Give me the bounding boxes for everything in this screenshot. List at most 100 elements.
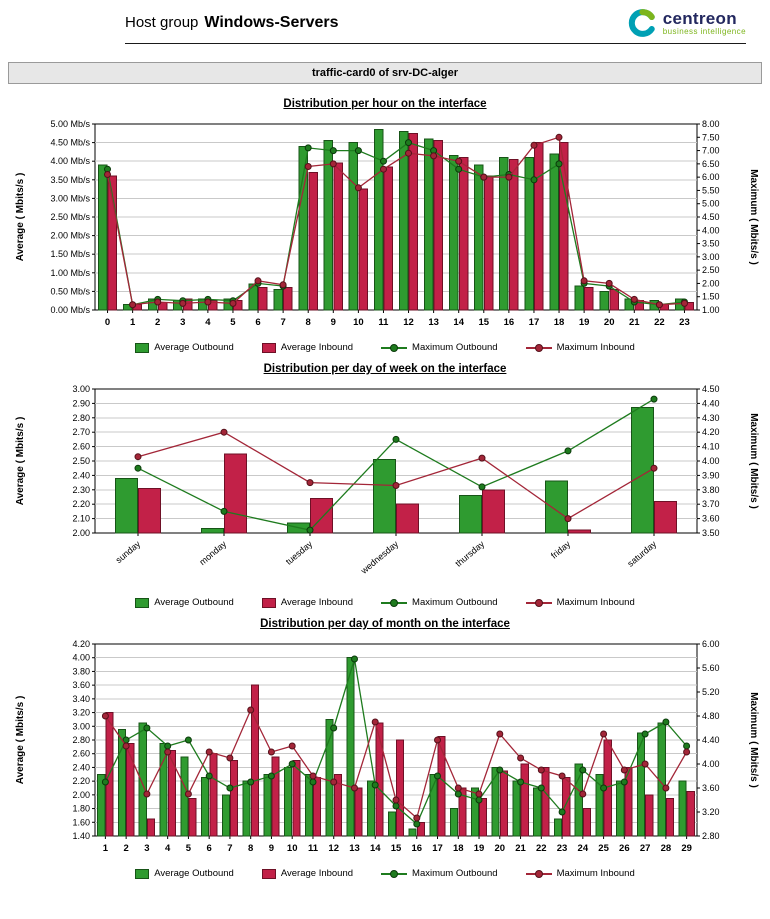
line-max_out xyxy=(101,655,691,828)
svg-text:6.50: 6.50 xyxy=(702,159,720,169)
svg-text:4.20: 4.20 xyxy=(702,427,720,437)
legend-max-outbound: Maximum Outbound xyxy=(381,342,498,353)
marker-max_in xyxy=(605,279,613,287)
logo-tagline: business intelligence xyxy=(662,26,746,36)
bar-avg_in xyxy=(534,142,544,311)
marker-max_out xyxy=(371,781,379,789)
marker-max_in xyxy=(517,754,525,762)
bar-avg_out xyxy=(458,495,482,534)
chart-title-weekly: Distribution per day of week on the inte… xyxy=(263,363,507,375)
svg-text:2.80: 2.80 xyxy=(702,831,720,841)
marker-max_in xyxy=(254,277,262,285)
marker-max_out xyxy=(537,784,545,792)
svg-text:8: 8 xyxy=(248,843,253,854)
svg-text:1.50: 1.50 xyxy=(702,292,720,302)
marker-max_in xyxy=(380,165,387,173)
svg-text:4.40: 4.40 xyxy=(702,735,720,745)
x-axis-labels: 1 2 3 4 5 6 7 8 9 10 11 12 13 14 15 16 17 18 19 20 21 22 23 24 2… xyxy=(103,836,692,854)
svg-text:18: 18 xyxy=(554,317,565,328)
bar-avg_out xyxy=(678,780,687,837)
marker-max_out xyxy=(329,147,337,155)
chart-root: 2.00 2.10 2.20 2.30 2.40 2.50 2.60 2.70 2.80 2.90… xyxy=(15,384,759,576)
max-outbound-line-icon xyxy=(381,598,408,607)
marker-max_in xyxy=(220,428,228,436)
bar-avg_in xyxy=(383,166,394,311)
marker-max_in xyxy=(558,772,566,780)
marker-max_out xyxy=(309,778,317,786)
bar-avg_in xyxy=(258,287,268,311)
bar-avg_in xyxy=(188,797,197,837)
svg-text:sunday: sunday xyxy=(114,539,143,566)
line-max_out xyxy=(134,395,658,534)
svg-text:7.00: 7.00 xyxy=(702,146,720,156)
marker-max_in xyxy=(454,784,462,792)
bar-avg_out xyxy=(248,283,258,311)
svg-text:6.00: 6.00 xyxy=(702,172,720,182)
svg-text:1.50 Mb/s: 1.50 Mb/s xyxy=(50,249,90,259)
legend-label: Average Outbound xyxy=(154,597,234,608)
centreon-logo-icon xyxy=(628,9,655,37)
marker-max_out xyxy=(455,165,463,173)
marker-max_in xyxy=(279,281,287,289)
marker-max_out xyxy=(101,778,109,786)
svg-text:6.00: 6.00 xyxy=(702,639,720,649)
bar-avg_in xyxy=(559,142,569,311)
marker-max_in xyxy=(267,748,275,756)
bar-avg_in xyxy=(230,760,239,837)
marker-max_in xyxy=(655,301,663,309)
marker-max_in xyxy=(304,163,312,170)
bar-avg_out xyxy=(398,130,409,311)
bar-avg_out xyxy=(424,138,434,311)
svg-text:7: 7 xyxy=(280,317,285,328)
bar-avg_in xyxy=(666,797,675,837)
svg-text:3.00 Mb/s: 3.00 Mb/s xyxy=(50,193,90,203)
left-axis-title: Average ( Mbits/s ) xyxy=(15,173,26,262)
svg-text:19: 19 xyxy=(579,317,590,328)
legend-hourly: Average Outbound Average Inbound Maximum… xyxy=(0,342,770,353)
gridlines xyxy=(95,402,697,520)
svg-text:2.80: 2.80 xyxy=(72,413,90,423)
marker-max_out xyxy=(405,139,412,147)
marker-max_in xyxy=(288,742,296,750)
svg-text:23: 23 xyxy=(557,843,568,854)
left-axis-title: Average ( Mbits/s ) xyxy=(15,417,26,506)
marker-max_out xyxy=(143,724,151,732)
centreon-logo: centreon business intelligence xyxy=(627,8,746,38)
svg-text:3: 3 xyxy=(144,843,149,854)
svg-text:2.70: 2.70 xyxy=(72,427,90,437)
marker-max_out xyxy=(247,778,255,786)
svg-text:4.00: 4.00 xyxy=(72,653,90,663)
legend-label: Maximum Inbound xyxy=(556,342,635,353)
svg-text:1.80: 1.80 xyxy=(72,804,90,814)
marker-max_in xyxy=(205,748,213,756)
svg-text:2.00: 2.00 xyxy=(702,278,720,288)
legend-max-outbound: Maximum Outbound xyxy=(381,597,498,608)
bar-avg_in xyxy=(433,140,444,311)
right-axis-ticks: 1.00 1.50 2.00 2.50 3.00 3.50 4.00 4.50 5.00 5.50… xyxy=(697,119,720,315)
marker-max_in xyxy=(580,277,588,285)
svg-text:22: 22 xyxy=(536,843,547,854)
bar-avg_out xyxy=(263,773,272,837)
bar-avg_in xyxy=(458,787,467,837)
legend-label: Maximum Outbound xyxy=(412,868,498,879)
svg-text:26: 26 xyxy=(619,843,630,854)
svg-text:2.60: 2.60 xyxy=(72,442,90,452)
bar-avg_in xyxy=(686,790,695,837)
svg-text:17: 17 xyxy=(432,843,443,854)
svg-text:friday: friday xyxy=(549,539,573,561)
svg-text:1.00 Mb/s: 1.00 Mb/s xyxy=(50,268,90,278)
svg-text:0: 0 xyxy=(105,317,110,328)
legend-max-outbound: Maximum Outbound xyxy=(381,868,498,879)
svg-text:3.00: 3.00 xyxy=(702,252,720,262)
marker-max_out xyxy=(579,766,587,774)
svg-text:4.00: 4.00 xyxy=(702,456,720,466)
bars-avg_out xyxy=(97,657,687,837)
svg-text:10: 10 xyxy=(287,843,298,854)
marker-max_out xyxy=(564,447,572,455)
svg-text:23: 23 xyxy=(679,317,690,328)
svg-text:4.30: 4.30 xyxy=(702,413,720,423)
legend-label: Average Outbound xyxy=(154,342,234,353)
marker-max_in xyxy=(505,173,513,181)
svg-text:3.50 Mb/s: 3.50 Mb/s xyxy=(50,175,90,185)
marker-max_in xyxy=(330,778,338,786)
